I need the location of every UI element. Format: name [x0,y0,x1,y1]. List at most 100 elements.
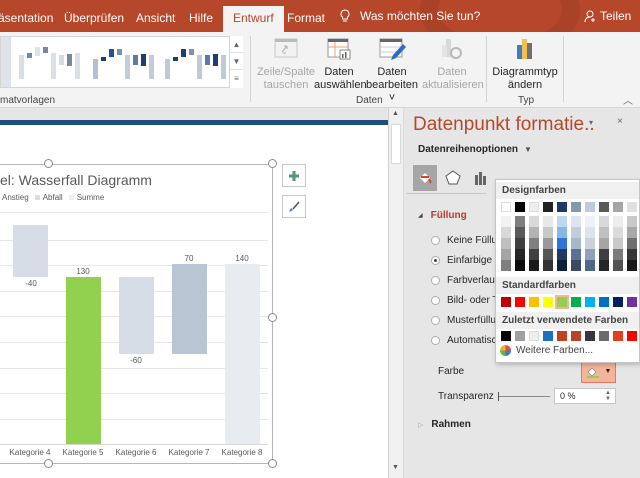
recent-color-swatch[interactable] [543,331,553,341]
tab-praesentation[interactable]: äsentation [0,11,54,25]
series-options-dropdown[interactable]: Datenreihenoptionen ▼ [418,144,532,155]
shade-swatch[interactable] [627,238,637,249]
resize-handle-top-right[interactable] [268,159,277,168]
shade-swatch[interactable] [571,260,581,271]
shade-swatch[interactable] [571,238,581,249]
tab-entwurf[interactable]: Entwurf [223,6,284,32]
recent-color-swatch[interactable] [627,331,637,341]
chart-object[interactable]: el: Wasserfall Diagramm Anstieg Abfall S… [0,164,273,464]
recent-color-swatch[interactable] [599,331,609,341]
resize-handle-top[interactable] [44,159,53,168]
shade-swatch[interactable] [515,227,525,238]
recent-color-swatch[interactable] [613,331,623,341]
select-data-button[interactable]: Daten auswählen [314,36,367,92]
shade-swatch[interactable] [613,249,623,260]
standard-color-swatch[interactable] [501,297,511,307]
close-pane-button[interactable]: × [617,116,623,127]
fill-section-header[interactable]: ◢ Füllung [418,210,467,221]
standard-color-swatch[interactable] [515,297,525,307]
shade-swatch[interactable] [515,260,525,271]
recent-color-swatch[interactable] [501,331,511,341]
theme-color-swatch[interactable] [501,202,511,212]
shade-swatch[interactable] [599,227,609,238]
chart-style-thumb-0[interactable] [1,37,11,87]
tab-ansicht[interactable]: Ansicht [136,11,176,25]
tab-ueberpruefen[interactable]: Überprüfen [64,11,125,25]
chart-title[interactable]: el: Wasserfall Diagramm [0,172,152,188]
theme-color-swatch[interactable] [529,202,539,212]
chart-style-thumb-3[interactable] [161,43,227,81]
gallery-expand[interactable]: ≡ [234,74,239,83]
radio-no-fill[interactable]: Keine Füllur [431,235,500,246]
standard-color-swatch[interactable] [571,297,581,307]
shade-swatch[interactable] [501,238,511,249]
radio-automatic-fill[interactable]: Automatisc [431,335,496,346]
chart-legend[interactable]: Anstieg Abfall Summe [2,193,104,202]
shade-swatch[interactable] [627,227,637,238]
edit-data-button[interactable]: Daten bearbeiten ˅ [366,36,418,105]
shade-swatch[interactable] [557,238,567,249]
bar-kategorie-5-selected[interactable] [66,277,101,444]
recent-color-swatch[interactable] [557,331,567,341]
shade-swatch[interactable] [613,227,623,238]
standard-color-swatch[interactable] [529,297,539,307]
scroll-thumb[interactable] [391,124,401,164]
gallery-scroll-down[interactable]: ▼ [230,53,243,70]
transparency-input[interactable]: 0 % ▲ ▼ [554,388,616,404]
spinner-arrows[interactable]: ▲ ▼ [605,390,611,402]
shade-swatch[interactable] [571,249,581,260]
recent-color-swatch[interactable] [515,331,525,341]
chart-elements-button[interactable] [282,164,306,187]
shade-swatch[interactable] [529,260,539,271]
shade-swatch[interactable] [515,216,525,227]
standard-color-swatch[interactable] [627,297,637,307]
shade-swatch[interactable] [585,227,595,238]
shade-swatch[interactable] [571,227,581,238]
shade-swatch[interactable] [627,260,637,271]
shade-swatch[interactable] [627,249,637,260]
scroll-up-arrow[interactable]: ▲ [392,110,399,117]
tell-me-search[interactable]: Was möchten Sie tun? [340,9,480,23]
canvas-vertical-scrollbar[interactable]: ▲ ▼ [389,108,404,478]
standard-color-swatch[interactable] [555,295,569,309]
shade-swatch[interactable] [543,227,553,238]
scroll-down-arrow[interactable]: ▼ [392,464,399,471]
theme-color-swatch[interactable] [557,202,567,212]
transparency-slider[interactable] [498,392,550,401]
shade-swatch[interactable] [599,260,609,271]
recent-color-swatch[interactable] [529,331,539,341]
shade-swatch[interactable] [557,227,567,238]
shade-swatch[interactable] [501,249,511,260]
standard-color-swatch[interactable] [599,297,609,307]
chart-styles-button[interactable] [282,195,306,218]
tab-hilfe[interactable]: Hilfe [189,11,214,25]
tab-format[interactable]: Format [287,11,326,25]
theme-color-swatch[interactable] [599,202,609,212]
shade-swatch[interactable] [599,216,609,227]
change-chart-type-button[interactable]: Diagrammtyp ändern [492,36,558,92]
theme-color-swatch[interactable] [585,202,595,212]
shade-swatch[interactable] [529,227,539,238]
radio-pattern-fill[interactable]: Musterfüllu [431,315,496,326]
bar-kategorie-7[interactable] [172,264,207,354]
shade-swatch[interactable] [543,249,553,260]
recent-color-swatch[interactable] [585,331,595,341]
shade-swatch[interactable] [613,260,623,271]
chart-styles-gallery[interactable] [0,36,243,88]
shade-swatch[interactable] [599,238,609,249]
shade-swatch[interactable] [501,260,511,271]
shade-swatch[interactable] [529,216,539,227]
shade-swatch[interactable] [627,216,637,227]
shade-swatch[interactable] [557,216,567,227]
resize-handle-bottom-right[interactable] [268,459,277,468]
shade-swatch[interactable] [557,260,567,271]
shade-swatch[interactable] [543,260,553,271]
more-colors-button[interactable]: Weitere Farben... [500,345,593,356]
shade-swatch[interactable] [543,238,553,249]
gallery-scroll[interactable]: ▲ ▼ ≡ [229,36,243,88]
theme-color-swatch[interactable] [613,202,623,212]
radio-gradient-fill[interactable]: Farbverlauf [431,275,498,286]
shade-swatch[interactable] [585,238,595,249]
shade-swatch[interactable] [501,227,511,238]
shade-swatch[interactable] [585,216,595,227]
